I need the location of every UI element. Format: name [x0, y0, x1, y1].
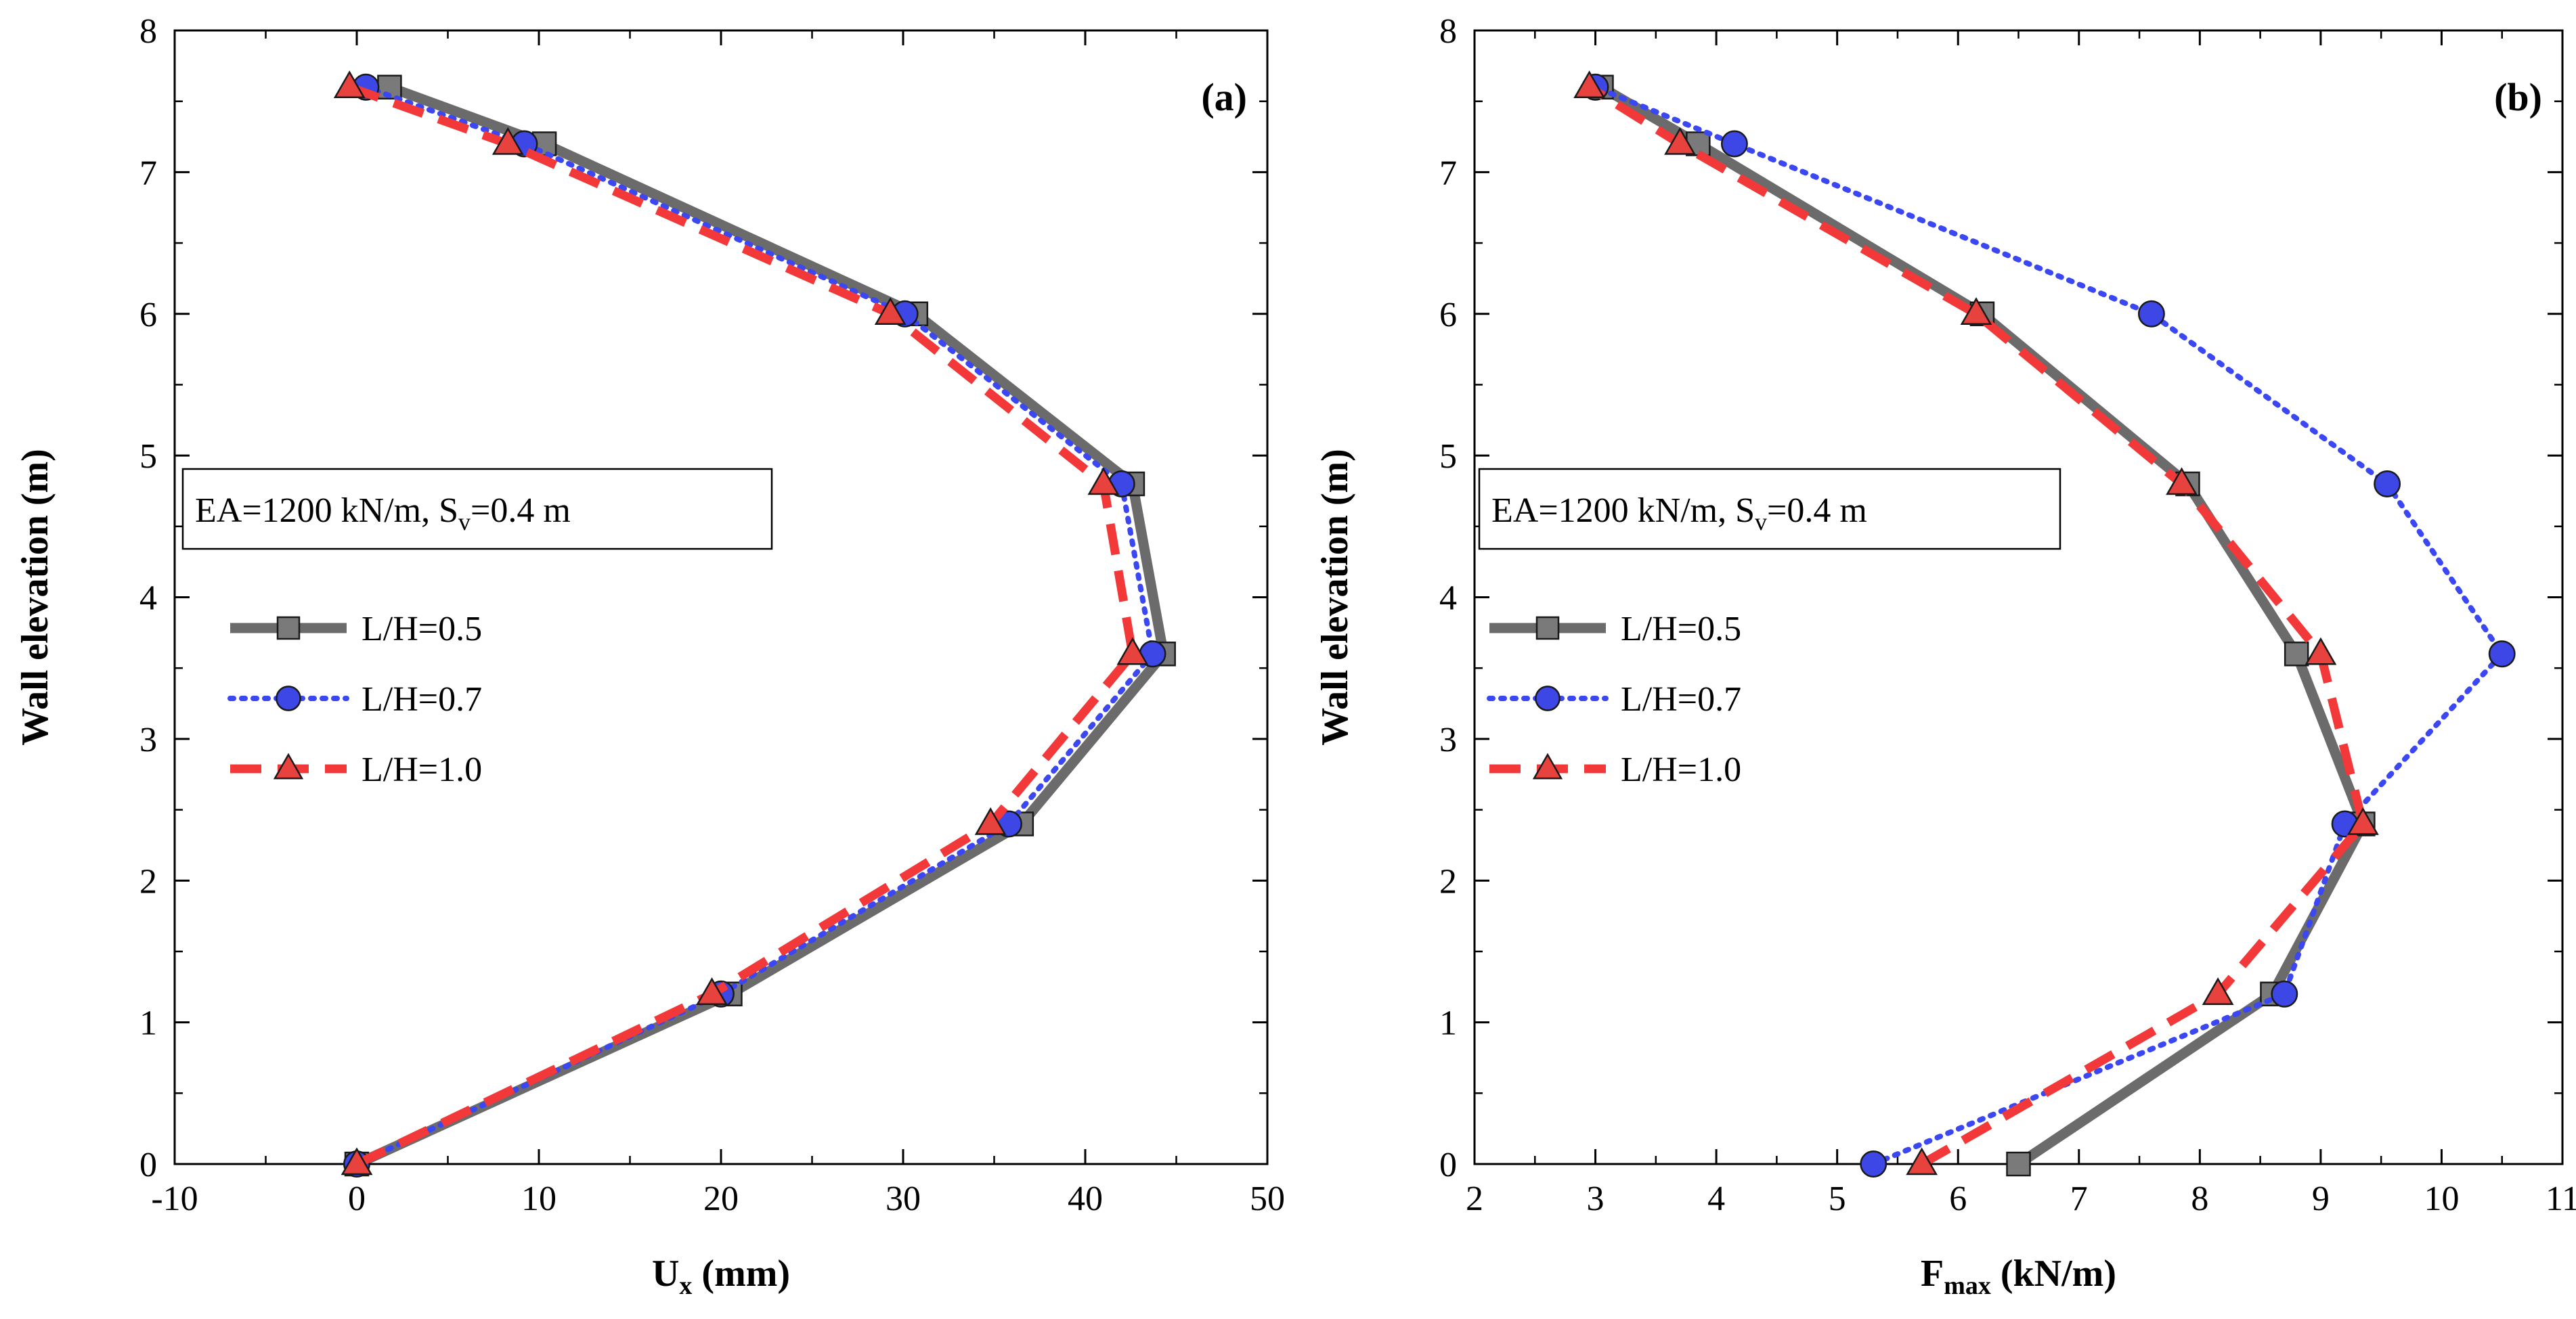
data-point [1087, 467, 1120, 495]
legend-marker [276, 616, 301, 640]
panel-label: (b) [2494, 75, 2542, 119]
x-tick-label: 7 [2070, 1180, 2088, 1218]
series-line [354, 84, 1156, 1167]
series-l-h-1-0 [1573, 70, 2379, 1176]
data-point [492, 127, 524, 155]
x-tick-label: 2 [1466, 1180, 1483, 1218]
plot-frame [1473, 29, 2564, 1165]
legend-marker [1535, 616, 1560, 640]
y-tick-label: 2 [1439, 862, 1457, 901]
series-line [1598, 83, 2368, 1169]
data-point [2006, 1151, 2031, 1177]
data-point [2271, 980, 2298, 1008]
legend-marker [276, 686, 301, 711]
x-tick-label: 10 [521, 1180, 556, 1218]
y-tick-label: 4 [1439, 579, 1457, 618]
legend-label: L/H=1.0 [1621, 751, 1741, 789]
y-tick-label: 0 [1439, 1146, 1457, 1184]
x-tick-label: 4 [1707, 1180, 1725, 1218]
annotation-box [181, 468, 773, 550]
x-tick-label: 5 [1829, 1180, 1846, 1218]
y-tick-label: 5 [1439, 437, 1457, 476]
data-point [2284, 642, 2309, 667]
series-l-h-1-0 [333, 70, 1149, 1176]
x-tick-label: 9 [2312, 1180, 2330, 1218]
legend: L/H=0.5 L/H=0.7 L/H=1.0 [227, 610, 482, 789]
annotation-text: EA=1200 kN/m, Sv=0.4 m [195, 491, 571, 535]
data-point [2374, 470, 2401, 497]
legend-label: L/H=1.0 [362, 751, 482, 789]
y-tick-label: 8 [139, 12, 157, 51]
x-tick-label: 3 [1587, 1180, 1604, 1218]
data-point [974, 807, 1007, 835]
data-point [2305, 637, 2337, 665]
legend-label: L/H=0.7 [362, 680, 482, 719]
y-tick-label: 7 [1439, 154, 1457, 192]
data-point [1573, 70, 1606, 98]
x-tick-label: 11 [2546, 1180, 2576, 1218]
x-tick-label: 8 [2191, 1180, 2208, 1218]
data-point [2137, 300, 2165, 328]
x-tick-label: 40 [1068, 1180, 1103, 1218]
panel-b-chart: 2 3 4 5 6 7 8 9 10 11 0 1 2 3 4 5 6 7 8 Fmax (kN/m) Wall ele… [1314, 12, 2576, 1300]
x-axis-title: Fmax (kN/m) [1921, 1253, 2116, 1300]
data-point [333, 70, 366, 98]
y-tick-label: 0 [139, 1146, 157, 1184]
x-tick-label: 30 [886, 1180, 921, 1218]
legend-marker [273, 753, 304, 780]
x-axis-title: Ux (mm) [652, 1253, 790, 1300]
y-axis-title: Wall elevation (m) [14, 449, 56, 746]
legend-label: L/H=0.5 [362, 610, 482, 648]
data-point [2166, 467, 2198, 495]
y-tick-label: 3 [139, 721, 157, 759]
x-tick-label: 20 [703, 1180, 739, 1218]
y-tick-label: 2 [139, 862, 157, 901]
annotation-box [1478, 468, 2061, 550]
x-tick-label: -10 [151, 1180, 198, 1218]
data-point [696, 977, 728, 1005]
data-point [1664, 127, 1696, 155]
data-point [2346, 807, 2379, 835]
legend-label: L/H=0.7 [1621, 680, 1741, 719]
y-tick-label: 6 [1439, 296, 1457, 334]
legend-label: L/H=0.5 [1621, 610, 1741, 648]
y-tick-label: 5 [139, 437, 157, 476]
y-axis-title: Wall elevation (m) [1314, 449, 1356, 746]
data-point [341, 1147, 373, 1176]
series-line [348, 83, 1137, 1168]
y-tick-label: 1 [1439, 1004, 1457, 1043]
legend-marker [1535, 686, 1560, 711]
legend-marker [1532, 753, 1563, 780]
x-tick-label: 10 [2424, 1180, 2459, 1218]
series-line [354, 82, 1169, 1169]
y-tick-label: 4 [139, 579, 157, 618]
series-line [1592, 84, 2505, 1167]
y-tick-label: 3 [1439, 721, 1457, 759]
annotation-text: EA=1200 kN/m, Sv=0.4 m [1491, 491, 1867, 535]
data-point [874, 297, 907, 325]
data-point [2202, 977, 2234, 1005]
y-tick-label: 8 [1439, 12, 1457, 51]
x-tick-label: 50 [1250, 1180, 1285, 1218]
y-tick-label: 1 [139, 1004, 157, 1043]
y-tick-label: 6 [139, 296, 157, 334]
panel-label: (a) [1201, 75, 1247, 119]
data-point [1116, 637, 1149, 665]
data-point [1860, 1150, 1887, 1178]
data-point [1720, 130, 1748, 158]
data-point [2488, 640, 2516, 668]
x-tick-label: 6 [1949, 1180, 1967, 1218]
y-tick-label: 7 [139, 154, 157, 192]
data-point [1960, 297, 1992, 325]
data-point [1906, 1147, 1938, 1176]
x-tick-label: 0 [348, 1180, 366, 1218]
legend: L/H=0.5 L/H=0.7 L/H=1.0 [1487, 610, 1741, 789]
